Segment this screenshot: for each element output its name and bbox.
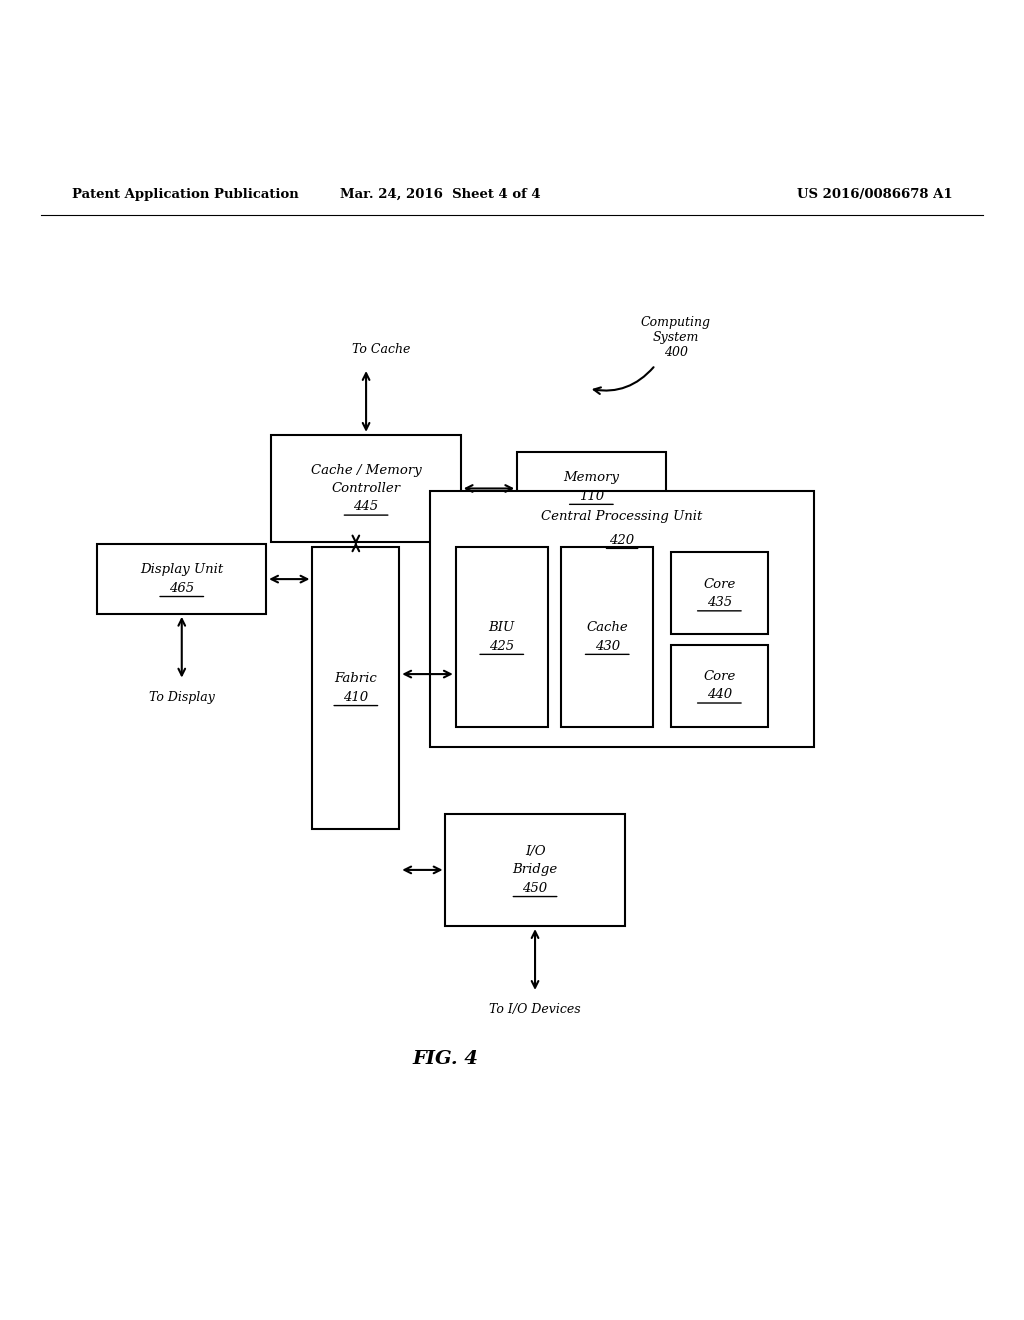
Text: BIU: BIU: [488, 622, 515, 634]
Bar: [312, 548, 399, 829]
Text: 450: 450: [522, 882, 548, 895]
Text: Cache: Cache: [587, 622, 628, 634]
Bar: [456, 548, 548, 726]
Text: US 2016/0086678 A1: US 2016/0086678 A1: [797, 187, 952, 201]
Bar: [445, 813, 625, 927]
Text: 435: 435: [707, 597, 732, 609]
Text: To Display: To Display: [148, 690, 215, 704]
Bar: [671, 553, 768, 635]
Text: FIG. 4: FIG. 4: [413, 1051, 478, 1068]
Text: Bridge: Bridge: [512, 863, 558, 876]
Bar: [430, 491, 814, 747]
Bar: [671, 644, 768, 726]
Text: Fabric: Fabric: [335, 672, 377, 685]
Text: Memory: Memory: [563, 471, 620, 484]
Text: 425: 425: [489, 640, 514, 652]
Bar: [561, 548, 653, 726]
Text: 465: 465: [169, 582, 195, 595]
Text: To I/O Devices: To I/O Devices: [489, 1003, 581, 1016]
Text: 430: 430: [595, 640, 620, 652]
Text: Display Unit: Display Unit: [140, 564, 223, 577]
Bar: [271, 434, 461, 543]
Text: Patent Application Publication: Patent Application Publication: [72, 187, 298, 201]
Text: To Cache: To Cache: [352, 343, 411, 356]
Text: I/O: I/O: [524, 845, 546, 858]
Text: 440: 440: [707, 688, 732, 701]
Text: 110: 110: [579, 490, 604, 503]
Text: Central Processing Unit: Central Processing Unit: [542, 510, 702, 523]
Bar: [517, 453, 666, 521]
Text: Core: Core: [703, 578, 735, 591]
Text: Cache / Memory: Cache / Memory: [310, 463, 422, 477]
Text: Mar. 24, 2016  Sheet 4 of 4: Mar. 24, 2016 Sheet 4 of 4: [340, 187, 541, 201]
Text: Controller: Controller: [332, 482, 400, 495]
Text: Computing
System
400: Computing System 400: [641, 315, 711, 359]
FancyArrowPatch shape: [594, 367, 653, 393]
Text: 445: 445: [353, 500, 379, 513]
Bar: [97, 544, 266, 614]
Text: 420: 420: [609, 533, 635, 546]
Text: 410: 410: [343, 690, 369, 704]
Text: Core: Core: [703, 669, 735, 682]
